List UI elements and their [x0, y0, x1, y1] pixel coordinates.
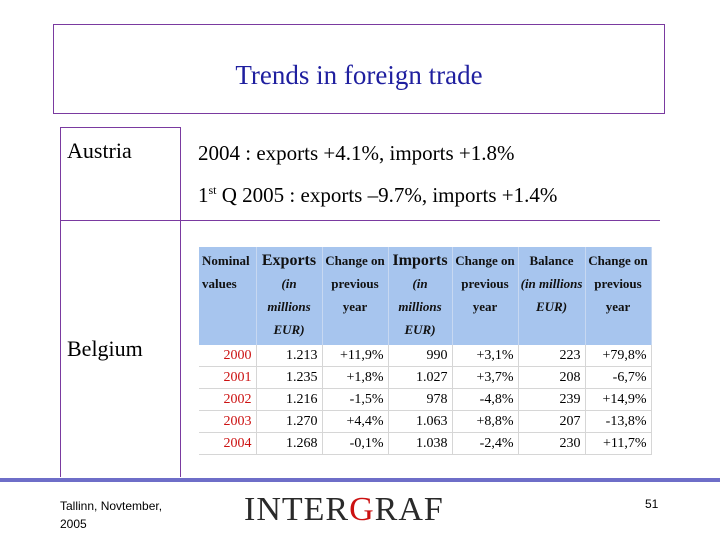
cell-imports-change: +3,7% — [452, 366, 519, 389]
header-label: Nominal values — [202, 253, 250, 291]
header-balance-change: Change on previous year — [585, 247, 652, 345]
austria-stat-q1-2005: 1st Q 2005 : exports –9.7%, imports +1.4… — [198, 183, 557, 208]
header-label: Change on previous year — [588, 253, 648, 314]
cell-year: 2000 — [199, 345, 257, 367]
cell-imports: 978 — [388, 388, 453, 411]
section-divider — [60, 220, 660, 221]
cell-imports-change: -2,4% — [452, 432, 519, 455]
table-row: 2002 1.216 -1,5% 978 -4,8% 239 +14,9% — [199, 388, 652, 411]
cell-imports-change: +8,8% — [452, 410, 519, 433]
cell-balance-change: +14,9% — [585, 388, 652, 411]
header-balance: Balance (in millions EUR) — [518, 247, 586, 345]
cell-exports-change: -1,5% — [322, 388, 389, 411]
cell-balance-change: -13,8% — [585, 410, 652, 433]
cell-exports: 1.213 — [256, 345, 323, 367]
cell-exports: 1.216 — [256, 388, 323, 411]
header-imports-change: Change on previous year — [452, 247, 519, 345]
header-label: Balance — [529, 253, 574, 268]
cell-year: 2002 — [199, 388, 257, 411]
cell-balance: 239 — [518, 388, 586, 411]
intergraf-logo: INTERGRAF — [244, 491, 444, 529]
cell-balance: 207 — [518, 410, 586, 433]
austria-stat-2004: 2004 : exports +4.1%, imports +1.8% — [198, 141, 515, 165]
header-exports-change: Change on previous year — [322, 247, 389, 345]
cell-balance: 223 — [518, 345, 586, 367]
cell-balance-change: +11,7% — [585, 432, 652, 455]
cell-exports-change: +11,9% — [322, 345, 389, 367]
cell-exports: 1.268 — [256, 432, 323, 455]
austria-stat-q1-text: Q 2005 : exports –9.7%, imports +1.4% — [216, 183, 558, 207]
table-row: 2001 1.235 +1,8% 1.027 +3,7% 208 -6,7% — [199, 366, 652, 389]
slide-title: Trends in foreign trade — [235, 60, 483, 90]
cell-balance-change: +79,8% — [585, 345, 652, 367]
cell-imports-change: +3,1% — [452, 345, 519, 367]
cell-year: 2001 — [199, 366, 257, 389]
cell-balance: 230 — [518, 432, 586, 455]
cell-year: 2004 — [199, 432, 257, 455]
table-header-row: Nominal values Exports (in millions EUR) … — [199, 247, 652, 345]
footer-location: Tallinn, Novtember, 2005 — [60, 499, 163, 531]
austria-stat-q1-ordinal: st — [208, 183, 217, 197]
cell-year: 2003 — [199, 410, 257, 433]
table-row: 2000 1.213 +11,9% 990 +3,1% 223 +79,8% — [199, 345, 652, 367]
header-unit: (in millions EUR) — [398, 276, 442, 337]
logo-text-accent: G — [349, 491, 375, 528]
cell-balance-change: -6,7% — [585, 366, 652, 389]
cell-exports: 1.270 — [256, 410, 323, 433]
cell-exports-change: +4,4% — [322, 410, 389, 433]
country-column-frame — [60, 127, 181, 477]
header-unit: (in millions EUR) — [267, 276, 311, 337]
logo-text-prefix: INTER — [244, 491, 350, 528]
logo-text-suffix: RAF — [374, 491, 444, 528]
belgium-trade-table: Nominal values Exports (in millions EUR) … — [199, 247, 652, 455]
header-imports: Imports (in millions EUR) — [388, 247, 453, 345]
header-label: Change on previous year — [325, 253, 385, 314]
table-row: 2004 1.268 -0,1% 1.038 -2,4% 230 +11,7% — [199, 432, 652, 455]
header-label: Imports — [392, 252, 448, 269]
cell-imports: 1.038 — [388, 432, 453, 455]
header-exports: Exports (in millions EUR) — [256, 247, 323, 345]
header-label: Change on previous year — [455, 253, 515, 314]
austria-stat-q1-number: 1 — [198, 183, 209, 207]
table-row: 2003 1.270 +4,4% 1.063 +8,8% 207 -13,8% — [199, 410, 652, 433]
header-nominal-values: Nominal values — [199, 247, 257, 345]
page-number: 51 — [645, 497, 659, 511]
cell-imports: 1.027 — [388, 366, 453, 389]
header-label: Exports — [261, 252, 317, 269]
cell-imports: 990 — [388, 345, 453, 367]
title-box: Trends in foreign trade — [53, 24, 665, 114]
cell-exports-change: -0,1% — [322, 432, 389, 455]
header-unit: (in millions EUR) — [520, 276, 583, 314]
country-label-austria: Austria — [67, 138, 132, 163]
cell-exports: 1.235 — [256, 366, 323, 389]
cell-imports: 1.063 — [388, 410, 453, 433]
cell-exports-change: +1,8% — [322, 366, 389, 389]
cell-balance: 208 — [518, 366, 586, 389]
cell-imports-change: -4,8% — [452, 388, 519, 411]
footer-divider — [0, 478, 720, 482]
country-label-belgium: Belgium — [67, 336, 143, 361]
